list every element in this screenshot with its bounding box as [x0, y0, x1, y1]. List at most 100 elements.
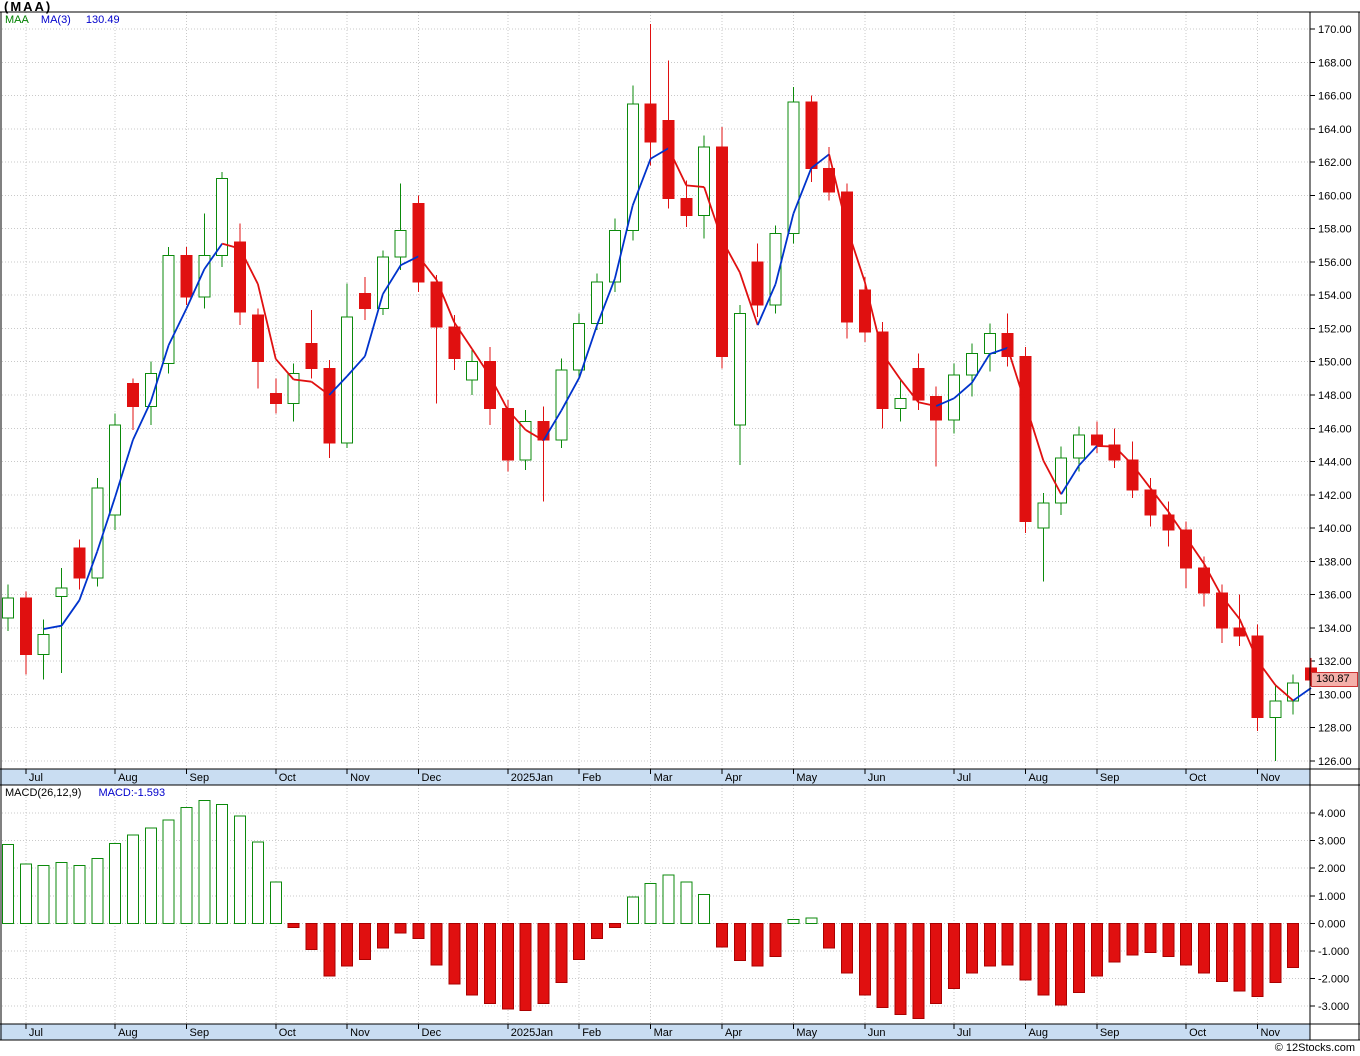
macd-bar-negative: [1233, 922, 1246, 992]
candle-down: [234, 241, 247, 313]
month-label: Jun: [868, 772, 886, 784]
candle-up: [573, 322, 586, 371]
macd-bar-positive: [180, 806, 193, 924]
macd-bar-negative: [1055, 922, 1068, 1006]
macd-bar-negative: [555, 922, 568, 984]
price-axis-label: 168.00: [1318, 57, 1352, 69]
macd-bar-positive: [198, 800, 211, 924]
ma3-line-segment: [167, 308, 188, 346]
candle-down: [680, 198, 693, 216]
macd-bar-negative: [858, 922, 871, 996]
ma3-line-segment: [756, 283, 777, 326]
macd-bar-positive: [144, 827, 157, 924]
ma3-line-segment: [114, 439, 134, 498]
ma3-line-segment: [257, 283, 277, 360]
macd-bar-positive: [805, 917, 818, 924]
macd-bar-negative: [840, 922, 853, 974]
macd-bar-negative: [1162, 922, 1175, 958]
macd-bar-negative: [341, 922, 354, 967]
macd-bar-negative: [948, 922, 961, 989]
ma3-line-segment: [417, 255, 438, 281]
candle-down: [1215, 592, 1228, 629]
candle-down: [751, 261, 764, 306]
candle-down: [359, 293, 371, 309]
month-label: Sep: [1100, 1027, 1120, 1039]
candle-up: [394, 229, 407, 258]
ma3-line-segment: [738, 272, 759, 326]
macd-axis-label: 1.000: [1318, 891, 1346, 903]
month-label: Sep: [1100, 772, 1120, 784]
price-axis-label: 148.00: [1318, 390, 1352, 402]
ma3-line-segment: [78, 551, 99, 601]
macd-axis-label: 3.000: [1318, 836, 1346, 848]
ma3-line-segment: [239, 248, 259, 285]
month-label: Feb: [582, 772, 601, 784]
ma3-line-segment: [96, 496, 116, 552]
month-label: Aug: [1028, 1027, 1048, 1039]
macd-bar-negative: [448, 922, 461, 985]
ma3-line-segment: [346, 355, 366, 377]
candle-down: [1001, 332, 1014, 358]
candle-up: [144, 372, 157, 408]
candle-down: [1144, 489, 1157, 516]
macd-bar-negative: [1090, 922, 1103, 977]
ma-label: MA(3): [40, 14, 71, 26]
macd-bar-positive: [91, 858, 104, 924]
candle-up: [769, 233, 782, 306]
ma3-line-segment: [1203, 563, 1223, 597]
macd-bar-positive: [73, 864, 86, 924]
ma3-line-segment: [596, 278, 616, 326]
macd-bar-negative: [1073, 922, 1085, 993]
ma3-line-segment: [489, 375, 509, 411]
price-axis-label: 130.00: [1318, 689, 1352, 701]
ma3-line-segment: [1078, 445, 1098, 467]
ma3-line-segment: [1274, 684, 1294, 702]
macd-bar-positive: [109, 842, 122, 924]
macd-bar-negative: [983, 922, 996, 967]
candle-down: [19, 597, 32, 656]
candle-down: [1180, 529, 1193, 569]
ma3-line-segment: [828, 154, 848, 228]
price-axis-label: 158.00: [1318, 224, 1352, 236]
candle-up: [733, 312, 746, 426]
chart-title: (MAA): [4, 0, 53, 14]
price-axis-label: 142.00: [1318, 490, 1352, 502]
candle-up: [216, 178, 229, 256]
macd-bar-negative: [1269, 922, 1282, 984]
month-label: Mar: [654, 772, 673, 784]
month-label: Apr: [725, 772, 742, 784]
candle-down: [501, 407, 514, 461]
ma3-line-segment: [1292, 687, 1312, 702]
ma3-line-segment: [989, 347, 1008, 355]
price-legend: MAA MA(3) 130.49: [5, 14, 132, 26]
macd-bar-positive: [2, 844, 14, 924]
candle-up: [466, 361, 479, 381]
price-axis-label: 152.00: [1318, 323, 1352, 335]
macd-bar-negative: [823, 922, 836, 949]
month-label: Sep: [190, 772, 210, 784]
candle-down: [1126, 459, 1139, 491]
macd-bar-negative: [876, 922, 889, 1009]
month-label: Dec: [422, 772, 442, 784]
candle-down: [305, 342, 318, 369]
month-label: Sep: [190, 1027, 210, 1039]
price-axis-label: 128.00: [1318, 723, 1352, 735]
ma3-line-segment: [953, 382, 973, 400]
month-label: Nov: [350, 1027, 370, 1039]
ma3-line-segment: [275, 358, 295, 381]
candle-down: [126, 382, 139, 408]
macd-axis-label: 0.000: [1318, 918, 1346, 930]
macd-bar-negative: [894, 922, 907, 1015]
price-axis-label: 144.00: [1318, 457, 1352, 469]
candle-up: [894, 397, 907, 409]
candle-down: [876, 331, 889, 409]
price-axis-label: 138.00: [1318, 556, 1352, 568]
macd-bar-negative: [394, 922, 407, 934]
month-label: Oct: [279, 772, 296, 784]
macd-bar-negative: [305, 922, 318, 951]
macd-bar-negative: [466, 922, 479, 996]
ma3-line-segment: [471, 348, 491, 377]
candle-up: [787, 101, 800, 235]
macd-bar-negative: [412, 922, 425, 940]
